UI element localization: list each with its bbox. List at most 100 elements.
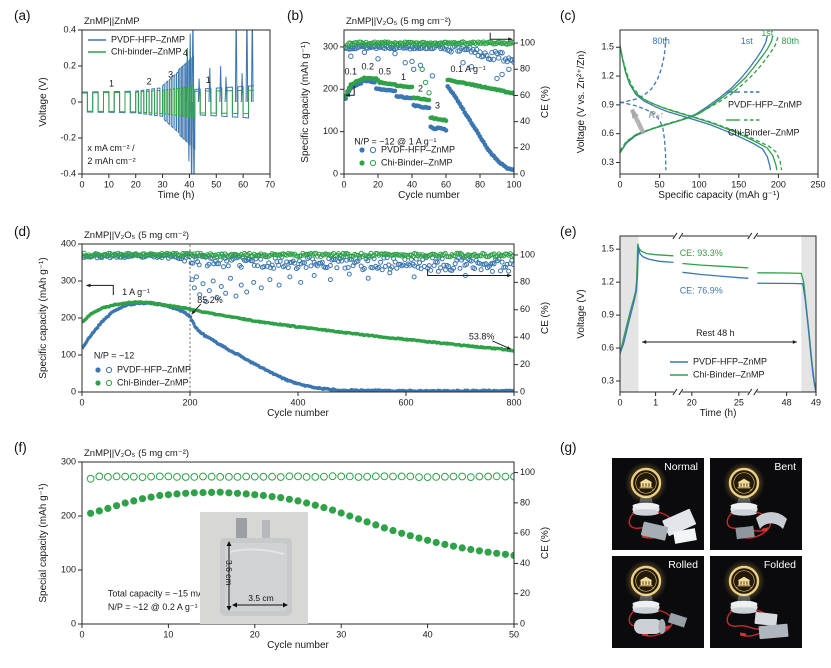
panel-a-chart: 0 10 20 30 40 50 60 70 -0.4 -0.2 0 0.2 0.4 ZnMP||ZnMP…	[38, 16, 275, 201]
svg-text:30: 30	[158, 179, 168, 189]
svg-text:1: 1	[109, 78, 114, 88]
svg-text:CE (%): CE (%)	[540, 302, 551, 334]
svg-text:1: 1	[206, 75, 211, 85]
panel-d-label: (d)	[14, 224, 31, 239]
svg-text:-0.2: -0.2	[60, 132, 76, 142]
svg-text:1.2: 1.2	[601, 70, 614, 80]
svg-text:0: 0	[333, 168, 338, 178]
axes: 0 1 20 25 48 49 0.3 0.6 0.9 1.2 1.5 Time (h) Voltage…	[576, 232, 821, 419]
photo-tile-normal: Normal	[612, 458, 704, 550]
photo-tile-bent: Bent	[710, 458, 802, 550]
university-emblem-icon	[723, 462, 765, 504]
pouch-cell	[754, 611, 789, 640]
svg-text:200: 200	[61, 312, 76, 322]
svg-text:CE: 76.9%: CE: 76.9%	[680, 285, 723, 295]
svg-text:PVDF-HFP–ZnMP: PVDF-HFP–ZnMP	[693, 356, 767, 366]
svg-text:0.9: 0.9	[601, 309, 614, 319]
panel-b-label: (b)	[287, 8, 304, 23]
svg-text:48: 48	[782, 397, 792, 407]
legend: PVDF-HFP–ZnMP Chi-Binder–ZnMP	[670, 356, 767, 379]
pouch-height-label: 3.6 cm	[224, 560, 234, 586]
series	[82, 30, 254, 174]
svg-text:10: 10	[104, 179, 114, 189]
svg-text:100: 100	[323, 126, 338, 136]
svg-text:60: 60	[520, 90, 530, 100]
svg-text:0.3: 0.3	[601, 157, 614, 167]
svg-text:CE (%): CE (%)	[540, 86, 551, 118]
panel-f-label: (f)	[14, 440, 27, 455]
svg-text:x mA cm⁻² /: x mA cm⁻² /	[87, 143, 135, 153]
panel-f-chart: 0 10 20 30 40 500100200300020406080100ZnMP||V…	[38, 448, 551, 651]
svg-text:ZnMP||ZnMP: ZnMP||ZnMP	[84, 16, 140, 27]
svg-text:1.2: 1.2	[601, 277, 614, 287]
svg-text:0.2: 0.2	[63, 60, 76, 70]
svg-text:Voltage (V): Voltage (V)	[38, 77, 49, 126]
annotations: CE: 93.3% CE: 76.9% Rest 48 h	[642, 248, 797, 344]
photo-rolled	[612, 556, 704, 648]
svg-text:40: 40	[520, 332, 530, 342]
panel-b-chart: 0 20 40 60 80 1000100200300020406080100ZnMP||…	[300, 16, 551, 201]
svg-text:Voltage (V): Voltage (V)	[576, 289, 587, 338]
svg-text:300: 300	[61, 275, 76, 285]
svg-text:50: 50	[509, 629, 519, 639]
panel-a-label: (a)	[14, 8, 31, 23]
svg-text:80: 80	[520, 64, 530, 74]
svg-text:4: 4	[183, 48, 188, 58]
svg-text:100: 100	[506, 179, 521, 189]
pouch-tab-right	[262, 520, 270, 542]
series	[620, 35, 783, 171]
svg-text:400: 400	[290, 397, 305, 407]
pouch-width-label: 3.5 cm	[248, 593, 274, 603]
photo-label-normal: Normal	[664, 461, 698, 473]
svg-text:2 mAh cm⁻²: 2 mAh cm⁻²	[87, 156, 135, 166]
svg-text:0: 0	[520, 386, 525, 396]
svg-text:0: 0	[617, 397, 622, 407]
svg-text:300: 300	[323, 41, 338, 51]
panel-e-label: (e)	[560, 224, 577, 239]
pouch-cell	[634, 612, 688, 634]
width-arrowhead-right	[283, 602, 288, 608]
svg-text:20: 20	[373, 179, 383, 189]
university-emblem-icon	[625, 560, 667, 602]
photo-normal	[612, 458, 704, 550]
svg-text:50: 50	[655, 179, 665, 189]
svg-text:0: 0	[520, 168, 525, 178]
svg-text:80: 80	[520, 497, 530, 507]
svg-text:Chi-Binder–ZnMP: Chi-Binder–ZnMP	[381, 157, 453, 167]
legend: PVDF-HFP–ZnMP Chi-Binder–ZnMP	[95, 364, 191, 387]
svg-text:400: 400	[61, 238, 76, 248]
svg-text:Specific capacity (mAh g⁻¹): Specific capacity (mAh g⁻¹)	[38, 257, 49, 378]
svg-text:49: 49	[811, 397, 821, 407]
svg-text:80th: 80th	[782, 36, 800, 46]
svg-text:60: 60	[238, 179, 248, 189]
svg-text:0: 0	[79, 179, 84, 189]
svg-text:0: 0	[341, 179, 346, 189]
svg-text:100: 100	[692, 179, 707, 189]
photo-tile-rolled: Rolled	[612, 556, 704, 648]
svg-text:2: 2	[418, 84, 423, 94]
svg-text:0: 0	[520, 618, 525, 628]
svg-text:25: 25	[734, 397, 744, 407]
svg-text:30: 30	[336, 629, 346, 639]
panel-e-chart: 0 1 20 25 48 49 0.3 0.6 0.9 1.2 1.5 Time (h) Voltage…	[576, 232, 821, 419]
height-arrowhead-top	[226, 541, 232, 546]
svg-text:800: 800	[506, 397, 521, 407]
svg-text:0.9: 0.9	[601, 99, 614, 109]
svg-text:ZnMP||V₂O₅ (5 mg cm⁻²): ZnMP||V₂O₅ (5 mg cm⁻²)	[84, 230, 189, 241]
svg-text:Specific capacity (mAh g⁻¹): Specific capacity (mAh g⁻¹)	[658, 190, 779, 201]
svg-text:200: 200	[61, 510, 76, 520]
svg-text:ZnMP||V₂O₅ (5 mg cm⁻²): ZnMP||V₂O₅ (5 mg cm⁻²)	[84, 448, 189, 459]
svg-text:100: 100	[520, 467, 535, 477]
svg-text:1st: 1st	[761, 28, 774, 38]
lamp-base	[632, 594, 660, 614]
svg-text:N/P = ~12 @ 1 A g⁻¹: N/P = ~12 @ 1 A g⁻¹	[354, 137, 436, 147]
annotations: 80th 1st 1st 80th Rₛ↑	[629, 28, 800, 135]
svg-text:Special capacity (mAh g⁻¹): Special capacity (mAh g⁻¹)	[38, 483, 49, 602]
panel-c-label: (c)	[560, 8, 576, 23]
svg-text:0: 0	[79, 629, 84, 639]
series	[82, 250, 514, 392]
series	[86, 472, 514, 559]
svg-text:0: 0	[71, 96, 76, 106]
svg-text:60: 60	[520, 528, 530, 538]
svg-text:150: 150	[731, 179, 746, 189]
